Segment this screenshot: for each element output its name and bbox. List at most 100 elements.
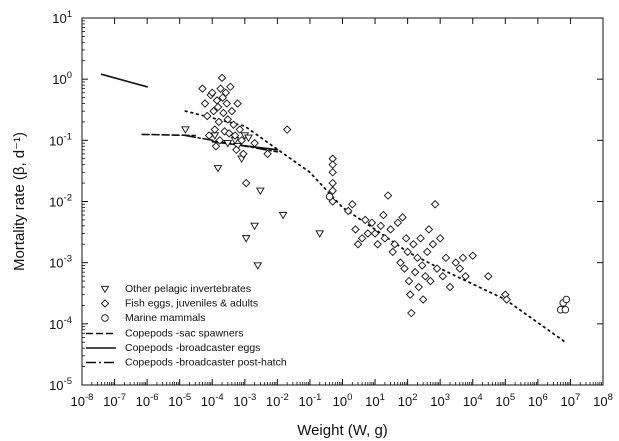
x-tick-label: 10-2 (266, 392, 289, 409)
data-point-diamond (410, 267, 420, 277)
data-point-diamond (209, 106, 218, 116)
x-tick-label: 10-5 (168, 392, 191, 409)
data-point-triangle-down (241, 235, 251, 243)
data-point-diamond (198, 84, 207, 93)
data-point-diamond (215, 136, 224, 145)
x-tick-label: 103 (430, 392, 450, 409)
x-tick-label: 107 (561, 392, 581, 409)
data-point-diamond (233, 99, 242, 108)
data-point-diamond (241, 178, 251, 188)
data-point-circle (562, 295, 571, 304)
data-point-diamond (210, 125, 220, 134)
data-point-diamond (370, 229, 380, 238)
data-point-diamond (211, 142, 221, 151)
data-point-diamond (221, 88, 230, 97)
data-point-diamond (455, 264, 465, 273)
data-point-diamond (357, 234, 367, 243)
data-point-diamond (416, 234, 425, 243)
data-point-triangle-down (244, 134, 253, 143)
y-tick-label: 100 (52, 70, 72, 87)
data-point-diamond (502, 295, 511, 304)
y-tick-label: 10-1 (49, 131, 72, 148)
data-point-diamond (393, 218, 403, 227)
data-point-triangle-down (255, 187, 265, 196)
data-point-triangle-down (250, 222, 260, 231)
data-point-diamond (202, 111, 212, 121)
data-point-diamond (451, 258, 460, 267)
y-axis-title: Mortality rate (β, d⁻¹) (11, 132, 28, 271)
axes: 10-8 10-7 10-6 10-5 10-4 10-3 10-2 10-1 100 101 10… (49, 9, 613, 409)
data-point-diamond (217, 73, 227, 83)
data-point-diamond (223, 115, 233, 124)
data-point-diamond (208, 88, 217, 97)
data-point-triangle-down (181, 126, 190, 134)
legend-label: Copepods -sac spawners (125, 328, 243, 340)
data-point-diamond (224, 129, 234, 138)
data-point-diamond (404, 276, 414, 286)
data-point-diamond (214, 117, 224, 127)
x-axis-title: Weight (W, g) (297, 422, 388, 439)
x-tick-label: 102 (398, 392, 418, 409)
data-point-diamond (373, 240, 382, 249)
y-tick-label: 10-5 (49, 376, 72, 393)
data-point-diamond (363, 229, 373, 238)
x-tick-label: 10-1 (298, 392, 321, 409)
data-point-diamond (441, 253, 451, 263)
x-tick-label: 10-3 (233, 392, 256, 409)
data-point-diamond (484, 272, 493, 281)
data-point-diamond (417, 261, 427, 270)
x-tick-label: 105 (495, 392, 515, 409)
data-point-diamond (328, 186, 337, 195)
data-point-diamond (414, 282, 424, 292)
data-point-diamond (226, 82, 235, 92)
data-point-diamond (376, 221, 386, 231)
x-tick-label: 100 (333, 392, 353, 409)
data-point-diamond (430, 200, 440, 209)
data-point-diamond (200, 99, 210, 108)
x-tick-label: 10-8 (71, 392, 94, 409)
data-point-diamond (351, 225, 360, 234)
data-point-diamond (227, 106, 237, 116)
data-point-diamond (390, 240, 399, 249)
data-point-diamond (367, 218, 377, 227)
data-point-triangle-down (213, 165, 223, 173)
data-point-diamond (328, 160, 337, 169)
data-point-diamond (222, 99, 232, 108)
data-point-diamond (383, 191, 393, 200)
data-point-diamond (386, 225, 395, 234)
data-point-triangle-down (223, 139, 233, 148)
data-point-diamond (230, 131, 240, 140)
data-point-diamond (204, 131, 214, 140)
data-point-diamond (218, 93, 227, 102)
data-point-diamond (348, 200, 357, 209)
data-point-diamond (361, 215, 370, 225)
data-point-diamond (237, 136, 246, 145)
x-tick-label: 101 (365, 392, 385, 409)
data-point-diamond (421, 272, 430, 281)
series-line-solid (100, 73, 148, 88)
data-point-triangle-down (278, 211, 288, 220)
data-point-diamond (213, 102, 223, 112)
data-point-diamond (422, 247, 432, 257)
x-tick-label: 104 (463, 392, 483, 409)
data-point-diamond (379, 210, 388, 220)
data-point-diamond (438, 272, 448, 281)
data-point-triangle-down (253, 262, 263, 270)
data-point-diamond (328, 168, 337, 177)
data-point-circle (325, 192, 334, 201)
data-point-triangle-down (315, 230, 325, 238)
data-point-diamond (353, 240, 363, 249)
data-point-diamond (458, 253, 468, 263)
data-point-diamond (413, 253, 422, 263)
data-point-diamond (250, 138, 259, 148)
x-tick-label: 108 (593, 392, 613, 409)
data-point-diamond (396, 258, 405, 267)
legend-label: Other pelagic invertebrates (125, 283, 251, 295)
legend-marker-triangle-down (100, 285, 110, 294)
data-point-diamond (426, 276, 435, 286)
data-point-diamond (445, 282, 455, 292)
y-tick-label: 101 (52, 9, 72, 26)
data-point-diamond (468, 251, 477, 260)
data-point-diamond (235, 125, 245, 134)
